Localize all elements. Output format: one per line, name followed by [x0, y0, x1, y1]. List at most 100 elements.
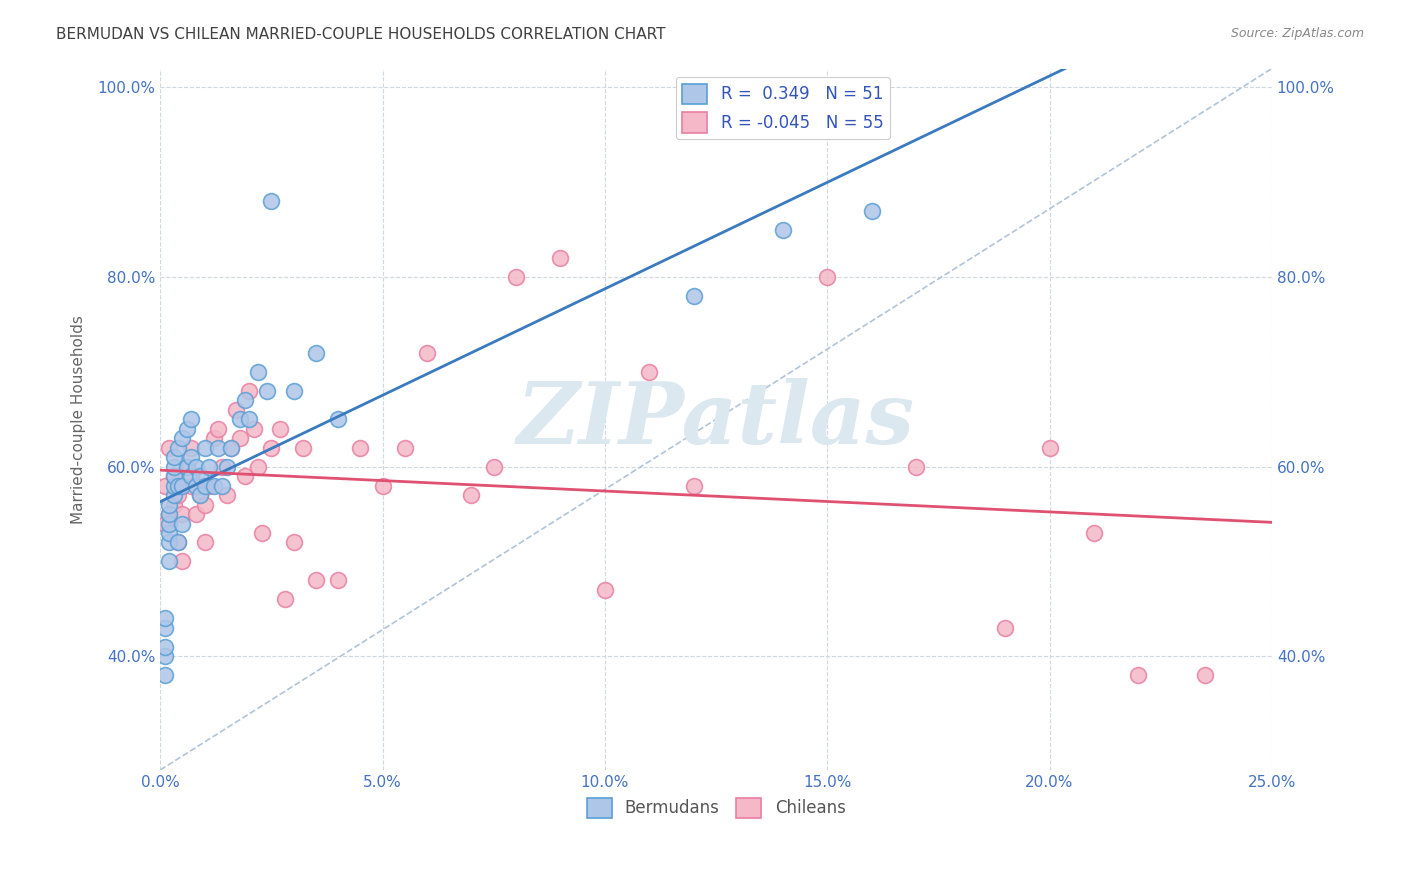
- Point: [371, 478, 394, 492]
- Point: [252, 526, 274, 541]
- Point: [260, 194, 283, 209]
- Point: [157, 507, 180, 521]
- Point: [153, 621, 176, 635]
- Point: [256, 384, 278, 398]
- Point: [167, 488, 190, 502]
- Point: [157, 554, 180, 568]
- Point: [1128, 668, 1150, 682]
- Point: [162, 469, 184, 483]
- Point: [225, 402, 247, 417]
- Point: [242, 422, 264, 436]
- Point: [416, 346, 439, 360]
- Point: [349, 441, 371, 455]
- Point: [162, 478, 184, 492]
- Point: [198, 478, 221, 492]
- Point: [238, 384, 260, 398]
- Point: [153, 516, 176, 531]
- Point: [172, 554, 194, 568]
- Point: [157, 507, 180, 521]
- Point: [180, 478, 202, 492]
- Text: ZIPatlas: ZIPatlas: [517, 377, 915, 461]
- Point: [153, 478, 176, 492]
- Point: [682, 289, 704, 303]
- Point: [167, 478, 190, 492]
- Point: [202, 478, 225, 492]
- Point: [184, 507, 207, 521]
- Point: [180, 412, 202, 426]
- Point: [194, 535, 217, 549]
- Point: [211, 478, 233, 492]
- Point: [157, 441, 180, 455]
- Point: [180, 469, 202, 483]
- Point: [229, 412, 252, 426]
- Point: [207, 441, 229, 455]
- Point: [162, 459, 184, 474]
- Point: [238, 412, 260, 426]
- Point: [172, 516, 194, 531]
- Text: Source: ZipAtlas.com: Source: ZipAtlas.com: [1230, 27, 1364, 40]
- Point: [162, 498, 184, 512]
- Point: [482, 459, 505, 474]
- Point: [172, 431, 194, 445]
- Point: [194, 441, 217, 455]
- Point: [460, 488, 482, 502]
- Point: [162, 469, 184, 483]
- Point: [172, 507, 194, 521]
- Point: [233, 469, 256, 483]
- Point: [172, 478, 194, 492]
- Point: [593, 582, 616, 597]
- Point: [188, 488, 211, 502]
- Point: [550, 251, 572, 265]
- Point: [184, 459, 207, 474]
- Point: [305, 574, 328, 588]
- Point: [215, 488, 238, 502]
- Point: [194, 498, 217, 512]
- Point: [198, 459, 221, 474]
- Point: [229, 431, 252, 445]
- Point: [211, 459, 233, 474]
- Point: [1083, 526, 1105, 541]
- Point: [194, 478, 217, 492]
- Point: [157, 535, 180, 549]
- Legend: Bermudans, Chileans: Bermudans, Chileans: [579, 791, 852, 825]
- Point: [162, 488, 184, 502]
- Point: [162, 450, 184, 465]
- Point: [153, 611, 176, 625]
- Point: [188, 469, 211, 483]
- Point: [860, 203, 883, 218]
- Point: [772, 222, 794, 236]
- Point: [269, 422, 291, 436]
- Point: [305, 346, 328, 360]
- Point: [1194, 668, 1216, 682]
- Point: [905, 459, 928, 474]
- Point: [283, 535, 305, 549]
- Point: [176, 459, 198, 474]
- Point: [207, 422, 229, 436]
- Point: [180, 441, 202, 455]
- Point: [505, 270, 527, 285]
- Text: BERMUDAN VS CHILEAN MARRIED-COUPLE HOUSEHOLDS CORRELATION CHART: BERMUDAN VS CHILEAN MARRIED-COUPLE HOUSE…: [56, 27, 665, 42]
- Point: [1038, 441, 1060, 455]
- Point: [247, 459, 270, 474]
- Point: [326, 574, 349, 588]
- Point: [167, 535, 190, 549]
- Point: [153, 649, 176, 664]
- Point: [283, 384, 305, 398]
- Point: [184, 478, 207, 492]
- Point: [260, 441, 283, 455]
- Point: [221, 441, 243, 455]
- Point: [291, 441, 314, 455]
- Point: [153, 640, 176, 654]
- Point: [167, 441, 190, 455]
- Point: [202, 431, 225, 445]
- Point: [180, 450, 202, 465]
- Point: [153, 668, 176, 682]
- Point: [176, 422, 198, 436]
- Point: [326, 412, 349, 426]
- Point: [233, 393, 256, 408]
- Point: [167, 535, 190, 549]
- Point: [682, 478, 704, 492]
- Point: [215, 459, 238, 474]
- Point: [638, 365, 661, 379]
- Point: [247, 365, 270, 379]
